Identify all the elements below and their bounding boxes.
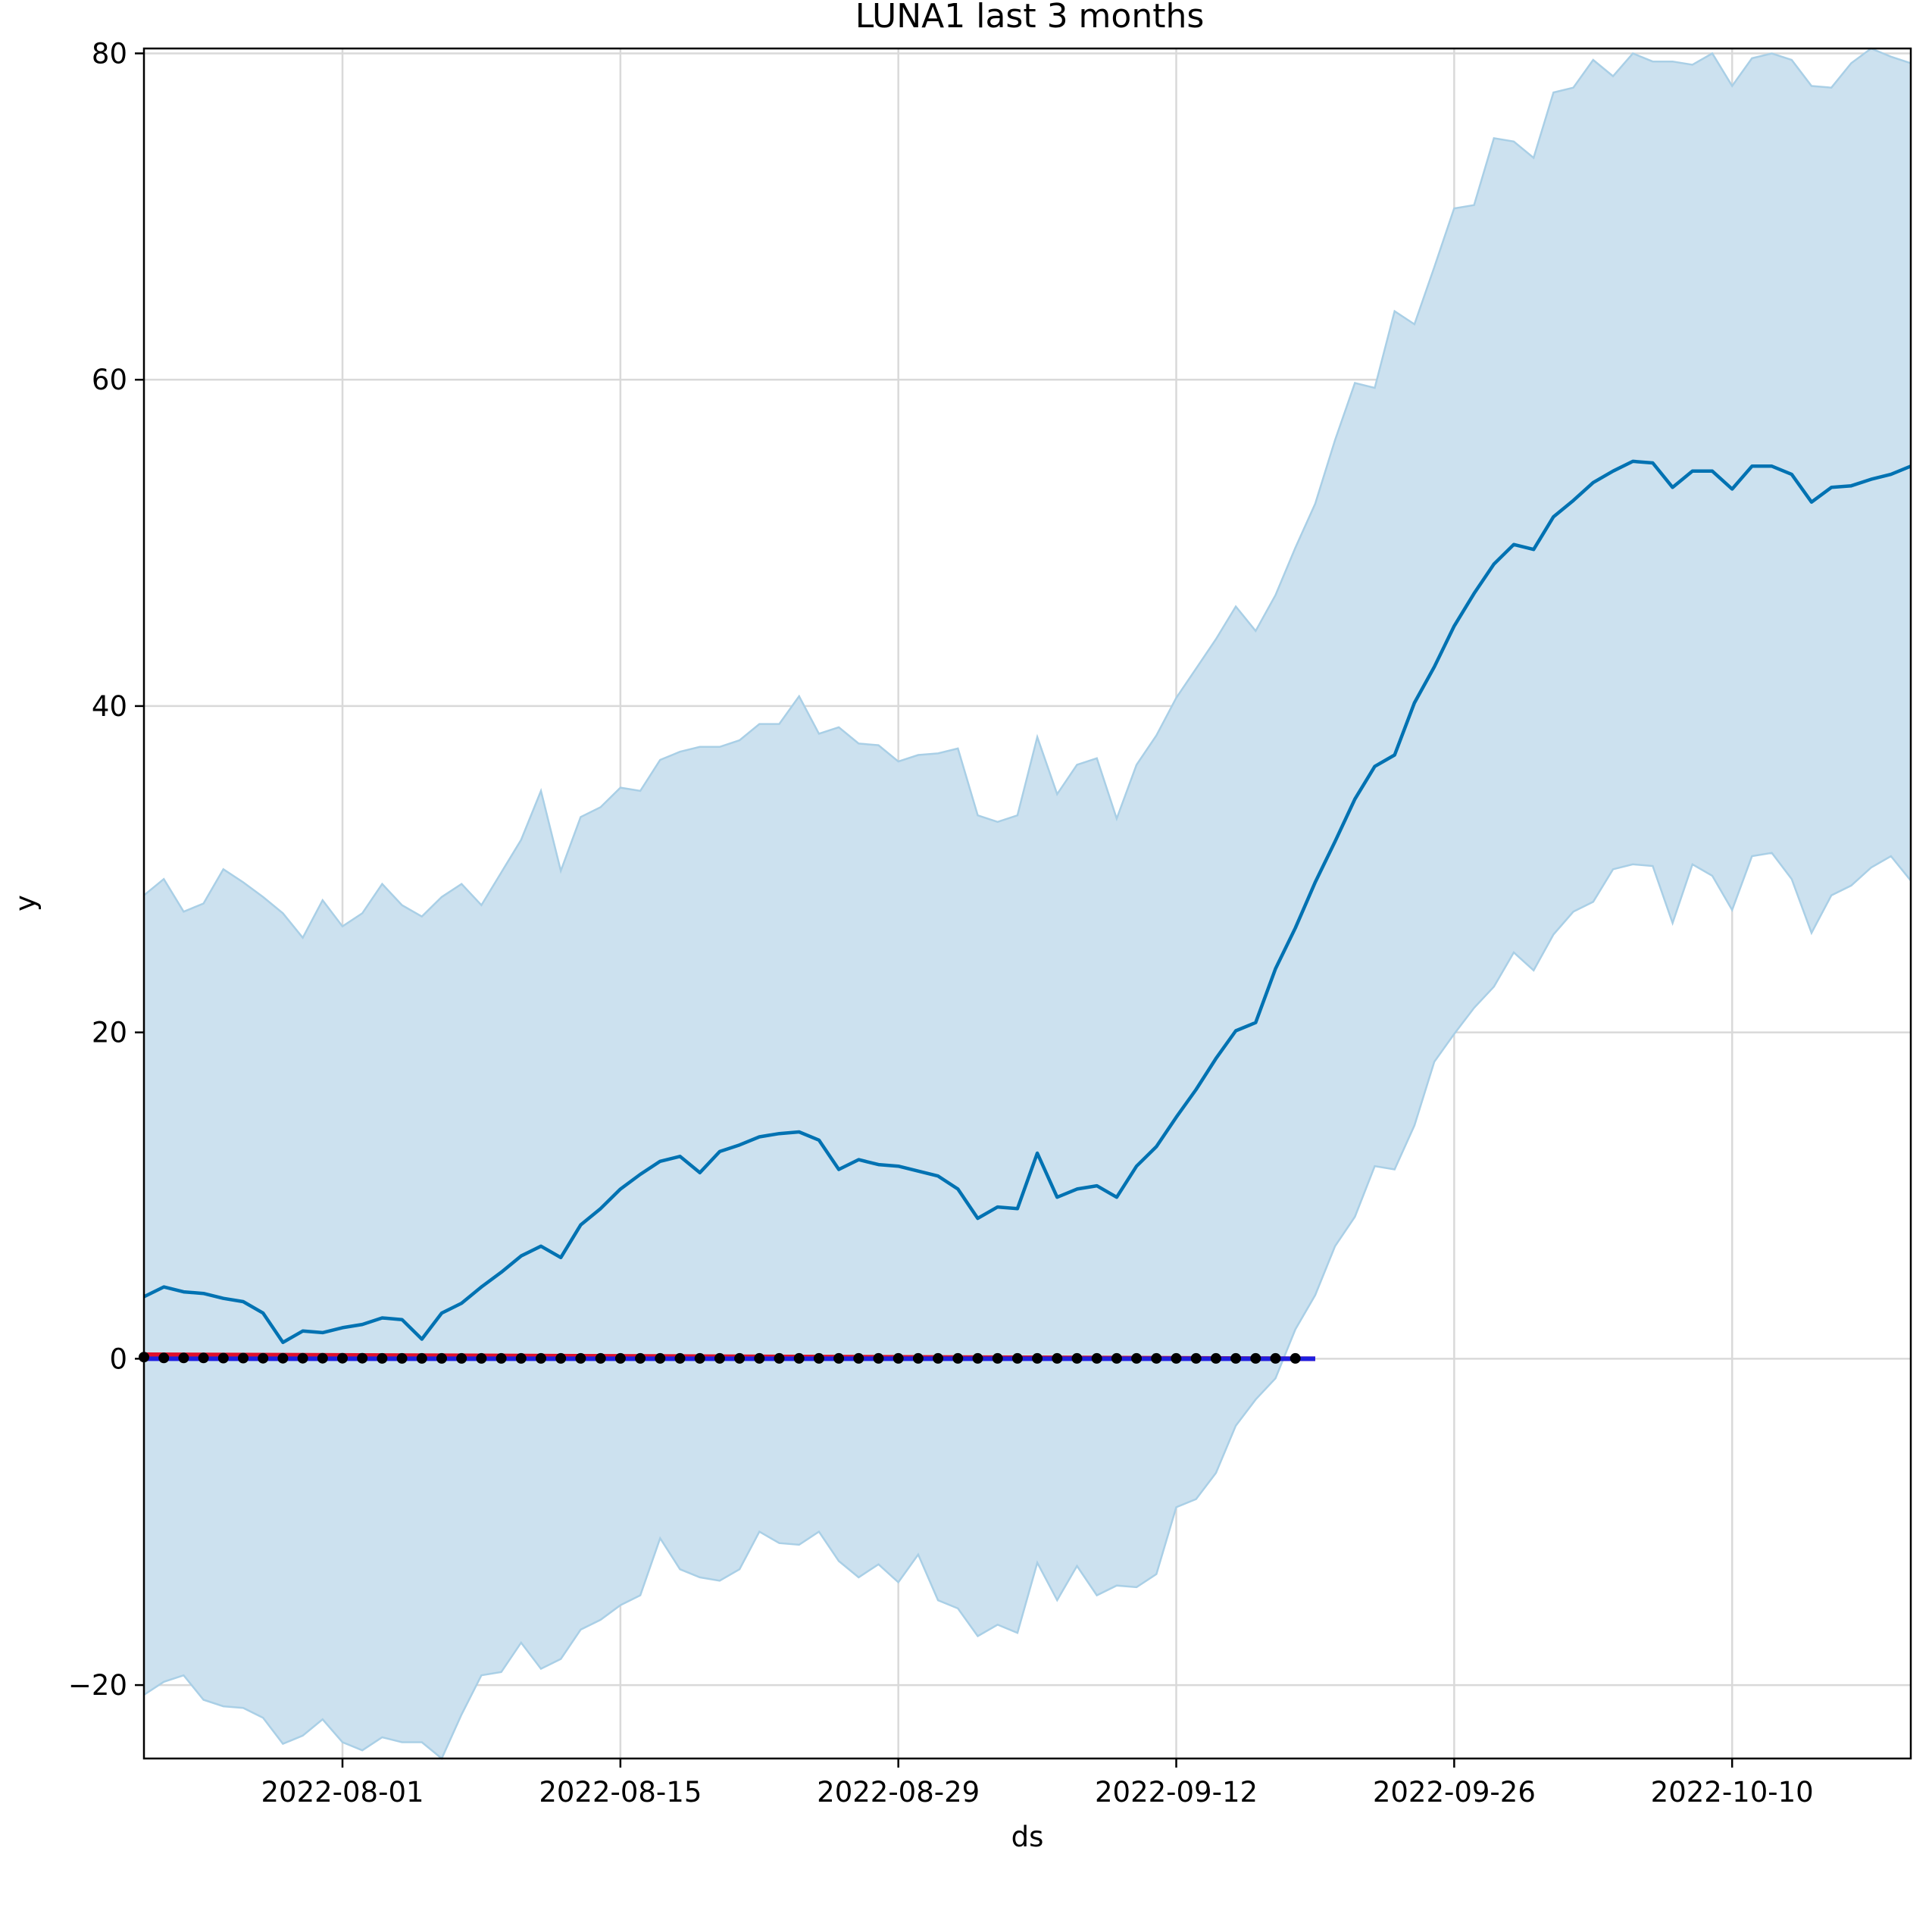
observed-point xyxy=(972,1352,983,1364)
plot-frame xyxy=(142,47,1912,1760)
observed-point xyxy=(1250,1352,1261,1364)
observed-point xyxy=(1091,1352,1102,1364)
chart-title: LUNA1 last 3 months xyxy=(855,0,1205,36)
observed-point xyxy=(1131,1352,1143,1364)
x-tick-label: 2022-08-15 xyxy=(539,1776,702,1809)
observed-point xyxy=(396,1352,408,1364)
observed-point xyxy=(1230,1352,1242,1364)
x-tick-label: 2022-09-26 xyxy=(1373,1776,1536,1809)
observed-point xyxy=(873,1352,884,1364)
observed-point xyxy=(536,1352,546,1364)
observed-point xyxy=(198,1352,209,1364)
observed-point xyxy=(496,1352,507,1364)
y-tick-label: 80 xyxy=(92,37,127,70)
observed-point xyxy=(614,1352,626,1364)
observed-point xyxy=(515,1352,527,1364)
observed-point xyxy=(377,1352,388,1364)
x-tick-label: 2022-10-10 xyxy=(1651,1776,1814,1809)
observed-point xyxy=(754,1352,765,1364)
observed-point xyxy=(674,1352,686,1364)
observed-point xyxy=(337,1352,348,1364)
y-axis-label: y xyxy=(9,895,42,911)
forecast-line xyxy=(143,459,1912,1345)
observed-point xyxy=(694,1352,705,1364)
observed-point xyxy=(1171,1352,1182,1364)
observed-point xyxy=(893,1352,904,1364)
observed-point xyxy=(436,1352,447,1364)
observed-point xyxy=(992,1352,1003,1364)
observed-point xyxy=(476,1352,487,1364)
observed-point xyxy=(793,1352,805,1364)
observed-point xyxy=(277,1352,289,1364)
uncertainty-band xyxy=(143,47,1912,1761)
observed-point xyxy=(833,1352,845,1364)
uncertainty-band-area xyxy=(144,48,1911,1758)
observed-point xyxy=(1011,1352,1023,1364)
observed-point xyxy=(416,1352,427,1364)
observed-point xyxy=(1270,1352,1281,1364)
observed-point xyxy=(1111,1352,1122,1364)
x-tick-label: 2022-08-29 xyxy=(817,1776,980,1809)
observed-point xyxy=(555,1352,567,1364)
observed-points xyxy=(139,1352,1301,1364)
observed-point xyxy=(734,1352,746,1364)
observed-point xyxy=(456,1352,467,1364)
y-tick-label: 0 xyxy=(109,1343,127,1375)
x-axis-ticks: 2022-08-01 2022-08-15 2022-08-29 2022-09-12… xyxy=(261,1758,1814,1809)
observed-point xyxy=(1052,1352,1063,1364)
observed-point xyxy=(1290,1352,1301,1364)
x-tick-label: 2022-08-01 xyxy=(261,1776,424,1809)
observed-point xyxy=(714,1352,725,1364)
observed-point xyxy=(853,1352,864,1364)
y-tick-label: −20 xyxy=(68,1669,127,1702)
observed-point xyxy=(1032,1352,1043,1364)
observed-point xyxy=(217,1352,229,1364)
x-tick-label: 2022-09-12 xyxy=(1095,1776,1258,1809)
observed-point xyxy=(1071,1352,1083,1364)
y-tick-label: 20 xyxy=(92,1017,127,1049)
observed-point xyxy=(912,1352,924,1364)
observed-point xyxy=(595,1352,606,1364)
y-tick-label: 40 xyxy=(92,690,127,723)
observed-point xyxy=(1190,1352,1202,1364)
y-tick-label: 60 xyxy=(92,364,127,396)
observed-point xyxy=(1151,1352,1162,1364)
observed-point xyxy=(158,1352,170,1364)
lower-bound-line xyxy=(143,852,1912,1761)
observed-point xyxy=(575,1352,586,1364)
observed-point xyxy=(238,1352,249,1364)
y-axis-ticks: −20 0 20 40 60 80 xyxy=(68,37,144,1702)
observed-point xyxy=(1210,1352,1221,1364)
observed-point xyxy=(297,1352,308,1364)
observed-point xyxy=(178,1352,189,1364)
observed-point xyxy=(933,1352,944,1364)
x-axis-label: ds xyxy=(1011,1821,1044,1853)
upper-bound-line xyxy=(143,47,1912,939)
observed-point xyxy=(774,1352,785,1364)
observed-point xyxy=(813,1352,824,1364)
observed-point xyxy=(357,1352,368,1364)
observed-point xyxy=(258,1352,269,1364)
observed-point xyxy=(635,1352,646,1364)
observed-point xyxy=(655,1352,666,1364)
observed-point xyxy=(317,1352,328,1364)
observed-point xyxy=(952,1352,964,1364)
